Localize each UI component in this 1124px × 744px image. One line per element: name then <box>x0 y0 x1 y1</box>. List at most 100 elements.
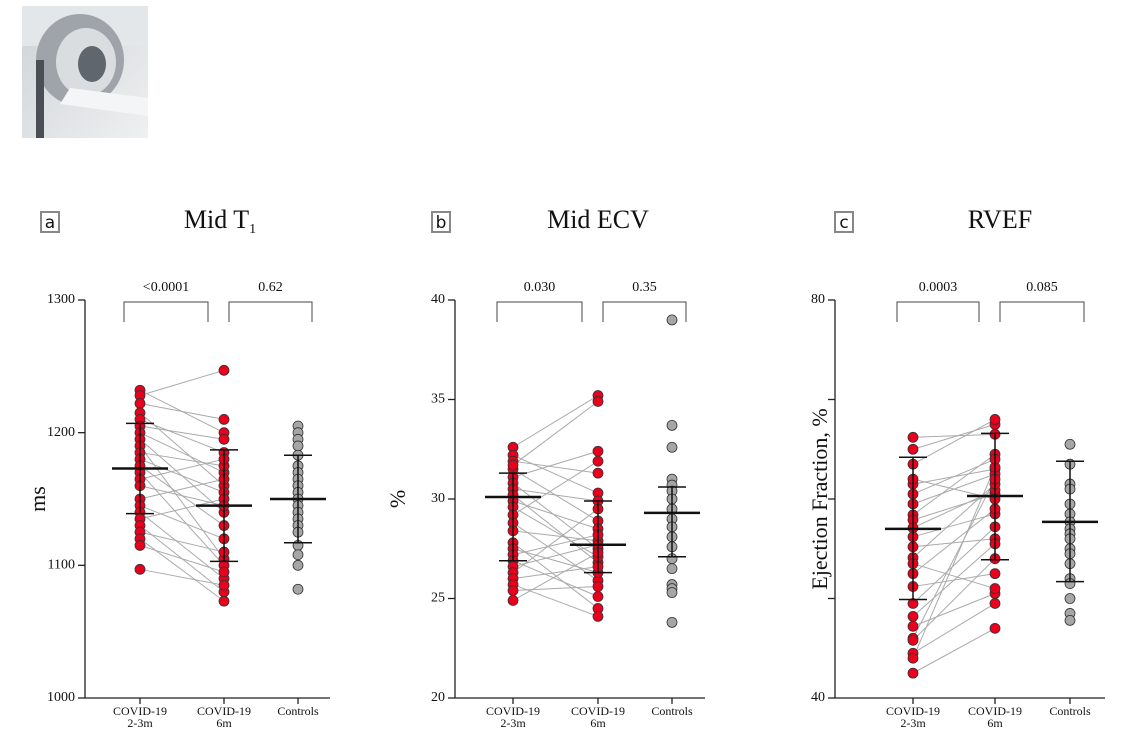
chart-title: Mid T1 <box>184 205 256 237</box>
data-point <box>592 611 604 622</box>
pair-line <box>139 452 225 467</box>
y-tick-label: 1200 <box>47 425 75 440</box>
data-point <box>989 598 1001 609</box>
pair-line <box>912 526 996 604</box>
data-point <box>907 611 919 622</box>
x-tick-label: 6m <box>216 716 232 730</box>
y-tick-label: 25 <box>431 591 445 606</box>
pair-line <box>512 508 599 574</box>
y-tick-label: 30 <box>431 491 445 506</box>
pair-line <box>912 423 996 450</box>
y-tick-label: 1100 <box>48 558 75 573</box>
data-point <box>134 540 146 551</box>
data-point <box>292 549 304 561</box>
pair-line <box>139 538 225 602</box>
x-tick-label: 2-3m <box>500 716 526 730</box>
x-tick-label: 2-3m <box>900 716 926 730</box>
data-point <box>507 585 519 596</box>
pair-line <box>912 543 996 617</box>
data-point <box>666 441 678 453</box>
data-point <box>989 583 1001 594</box>
title-text: Mid ECV <box>547 205 649 234</box>
mri-photo <box>22 6 148 138</box>
data-point <box>218 579 230 591</box>
pair-line <box>512 584 599 617</box>
pair-line <box>139 425 225 440</box>
x-tick-label: Controls <box>651 704 693 718</box>
chart-title: Mid ECV <box>547 205 649 234</box>
pair-line <box>512 454 599 494</box>
x-tick-label: Controls <box>1049 704 1091 718</box>
pair-line <box>512 534 599 556</box>
pair-line <box>912 453 996 516</box>
pair-line <box>512 560 599 597</box>
data-point <box>134 398 146 409</box>
pair-line <box>139 472 225 566</box>
panel-label: c <box>839 213 848 233</box>
data-point <box>292 440 304 452</box>
x-tick-label: COVID-19 <box>571 704 625 718</box>
data-point <box>989 413 1001 425</box>
y-axis-label: % <box>385 490 410 508</box>
pair-line <box>912 593 996 627</box>
data-point <box>592 467 604 479</box>
data-point <box>292 559 304 571</box>
data-point <box>666 314 678 326</box>
pair-line <box>912 627 996 674</box>
pair-line <box>512 460 599 474</box>
data-point <box>666 563 678 575</box>
pair-line <box>512 395 599 448</box>
pair-line <box>512 401 599 466</box>
pair-line <box>912 466 996 659</box>
panel-label-box <box>834 211 854 233</box>
p-value: 0.62 <box>258 280 283 295</box>
panel-label-box <box>431 211 451 233</box>
significance-bracket <box>896 301 980 322</box>
data-point <box>666 616 678 628</box>
data-point <box>592 445 604 457</box>
data-point <box>134 563 146 575</box>
pair-line <box>139 369 225 396</box>
significance-bracket <box>496 301 583 322</box>
data-point <box>907 652 919 664</box>
x-tick-label: COVID-19 <box>197 704 251 718</box>
data-point <box>989 568 1001 580</box>
data-point <box>907 667 919 679</box>
data-point <box>1064 614 1076 626</box>
data-point <box>907 443 919 455</box>
p-value: 0.35 <box>632 280 657 295</box>
pair-line <box>139 432 225 473</box>
pair-line <box>512 530 599 542</box>
p-value: <0.0001 <box>143 280 189 295</box>
pair-line <box>139 458 225 480</box>
pair-line <box>912 508 996 575</box>
p-value: 0.0003 <box>919 280 958 295</box>
significance-bracket <box>999 301 1085 322</box>
data-point <box>989 622 1001 634</box>
data-point <box>292 583 304 595</box>
pair-line <box>139 478 225 500</box>
data-point <box>507 459 519 471</box>
y-tick-label: 1000 <box>47 690 75 705</box>
y-tick-label: 80 <box>811 292 825 307</box>
title-text: RVEF <box>968 205 1032 234</box>
x-tick-label: COVID-19 <box>486 704 540 718</box>
pair-line <box>139 568 225 586</box>
pair-line <box>912 478 996 639</box>
y-tick-label: 20 <box>431 690 445 705</box>
pair-line <box>512 542 599 609</box>
data-point <box>218 595 230 607</box>
x-tick-label: COVID-19 <box>886 704 940 718</box>
data-point <box>592 591 604 602</box>
y-axis-label: ms <box>25 486 50 512</box>
pair-line <box>512 566 599 580</box>
pair-line <box>139 418 225 454</box>
pair-line <box>139 531 225 553</box>
title-subscript: 1 <box>249 222 256 237</box>
pair-line <box>512 488 599 502</box>
data-point <box>907 431 919 443</box>
data-point <box>666 419 678 431</box>
data-point <box>592 455 604 467</box>
pair-line <box>912 458 996 495</box>
